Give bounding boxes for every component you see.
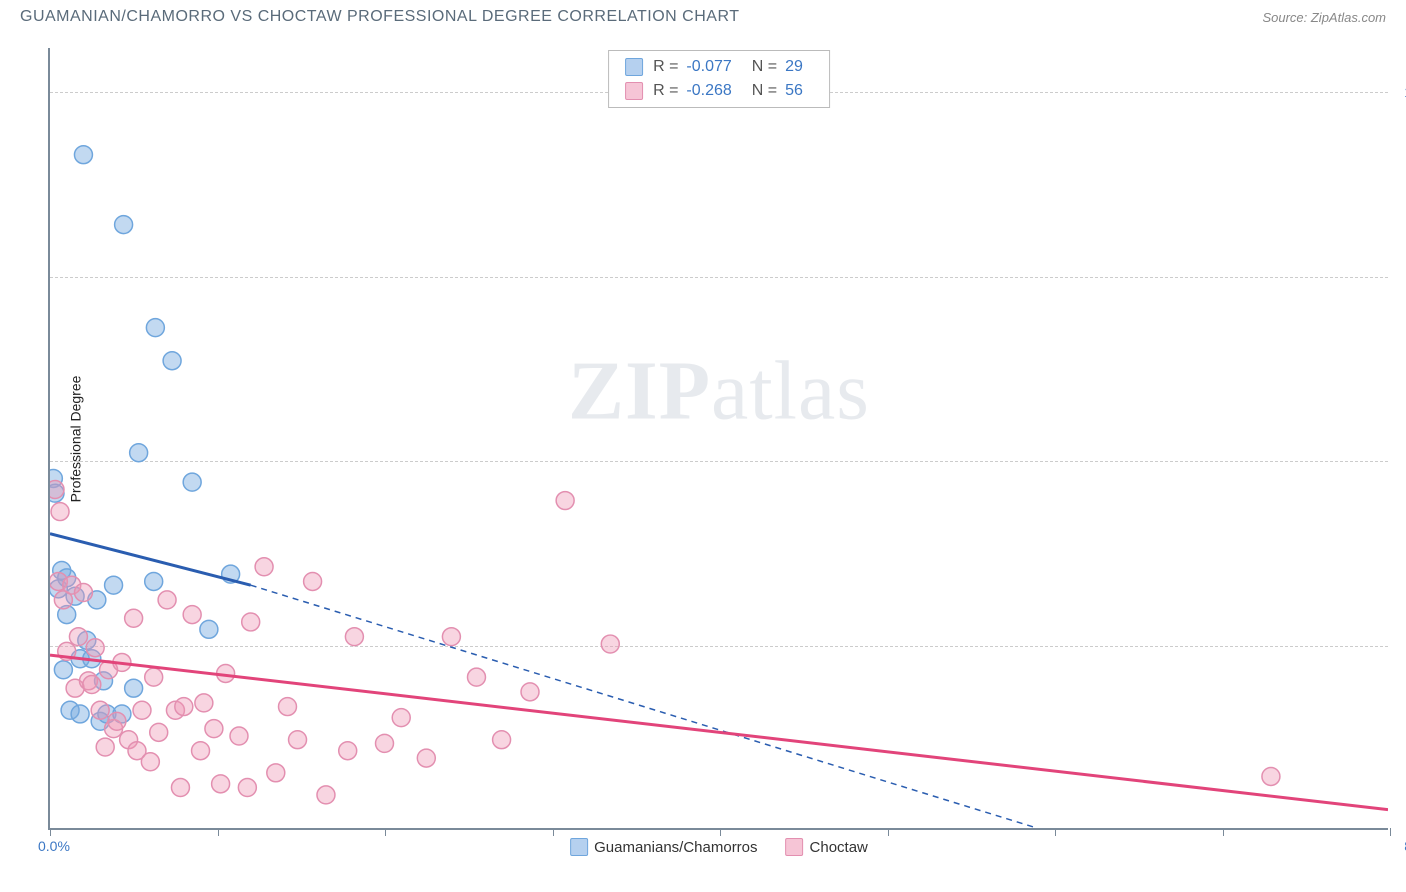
scatter-point: [392, 709, 410, 727]
scatter-point: [238, 779, 256, 797]
scatter-point: [339, 742, 357, 760]
x-tick: [1223, 828, 1224, 836]
scatter-point: [279, 698, 297, 716]
scatter-point: [205, 720, 223, 738]
x-tick: [720, 828, 721, 836]
scatter-point: [175, 698, 193, 716]
scatter-point: [242, 613, 260, 631]
scatter-point: [50, 481, 64, 499]
x-tick: [1055, 828, 1056, 836]
scatter-point: [83, 676, 101, 694]
x-tick: [385, 828, 386, 836]
scatter-point: [146, 319, 164, 337]
legend-label: Choctaw: [810, 839, 868, 856]
scatter-point: [1262, 768, 1280, 786]
y-tick-label: 2.5%: [1394, 638, 1406, 654]
scatter-point: [163, 352, 181, 370]
scatter-point: [125, 679, 143, 697]
scatter-point: [317, 786, 335, 804]
scatter-point: [468, 668, 486, 686]
x-tick: [50, 828, 51, 836]
scatter-point: [71, 705, 89, 723]
scatter-point: [86, 639, 104, 657]
stats-legend: R = -0.077 N = 29 R = -0.268 N = 56: [608, 50, 830, 108]
scatter-point: [91, 701, 109, 719]
x-tick: [553, 828, 554, 836]
x-tick: [218, 828, 219, 836]
scatter-point: [74, 584, 92, 602]
scatter-point: [212, 775, 230, 793]
y-tick-label: 7.5%: [1394, 269, 1406, 285]
scatter-point: [133, 701, 151, 719]
scatter-point: [442, 628, 460, 646]
scatter-point: [171, 779, 189, 797]
stats-n-value: 56: [785, 79, 803, 103]
scatter-point: [51, 503, 69, 521]
scatter-point: [376, 734, 394, 752]
scatter-point: [115, 216, 133, 234]
scatter-point: [556, 492, 574, 510]
scatter-point: [145, 573, 163, 591]
chart-title: GUAMANIAN/CHAMORRO VS CHOCTAW PROFESSION…: [20, 8, 740, 26]
chart-source: Source: ZipAtlas.com: [1262, 10, 1386, 25]
scatter-point: [493, 731, 511, 749]
stats-row: R = -0.077 N = 29: [625, 55, 813, 79]
legend-item: Guamanians/Chamorros: [570, 838, 757, 856]
legend-swatch: [625, 58, 643, 76]
scatter-point: [521, 683, 539, 701]
scatter-point: [601, 635, 619, 653]
stats-row: R = -0.268 N = 56: [625, 79, 813, 103]
y-tick-label: 5.0%: [1394, 453, 1406, 469]
scatter-point: [192, 742, 210, 760]
stats-r-label: R =: [653, 55, 678, 79]
scatter-point: [54, 661, 72, 679]
scatter-point: [267, 764, 285, 782]
legend-label: Guamanians/Chamorros: [594, 839, 757, 856]
legend-swatch: [786, 838, 804, 856]
scatter-point: [417, 749, 435, 767]
scatter-point: [183, 606, 201, 624]
stats-n-label: N =: [752, 55, 777, 79]
x-tick: [888, 828, 889, 836]
legend-item: Choctaw: [786, 838, 868, 856]
scatter-point: [150, 723, 168, 741]
scatter-point: [96, 738, 114, 756]
legend-swatch: [625, 82, 643, 100]
scatter-point: [105, 576, 123, 594]
scatter-point: [230, 727, 248, 745]
stats-n-label: N =: [752, 79, 777, 103]
scatter-point: [183, 473, 201, 491]
x-max-label: 80.0%: [1394, 838, 1406, 854]
scatter-point: [289, 731, 307, 749]
plot-container: Professional Degree ZIPatlas R = -0.077N…: [48, 48, 1388, 830]
scatter-point: [345, 628, 363, 646]
scatter-point: [69, 628, 87, 646]
bottom-legend: Guamanians/Chamorros Choctaw: [570, 838, 868, 856]
stats-r-value: -0.077: [686, 55, 731, 79]
scatter-point: [145, 668, 163, 686]
scatter-point: [108, 712, 126, 730]
x-tick: [1390, 828, 1391, 836]
scatter-point: [125, 609, 143, 627]
plot-area: ZIPatlas R = -0.077N = 29R = -0.268N = 5…: [48, 48, 1388, 830]
stats-n-value: 29: [785, 55, 803, 79]
x-origin-label: 0.0%: [38, 838, 70, 854]
trend-line-dashed: [251, 585, 1037, 828]
stats-r-value: -0.268: [686, 79, 731, 103]
y-tick-label: 10.0%: [1394, 84, 1406, 100]
scatter-svg: [50, 48, 1388, 828]
stats-r-label: R =: [653, 79, 678, 103]
scatter-point: [195, 694, 213, 712]
scatter-point: [141, 753, 159, 771]
legend-swatch: [570, 838, 588, 856]
scatter-point: [255, 558, 273, 576]
scatter-point: [200, 620, 218, 638]
scatter-point: [158, 591, 176, 609]
scatter-point: [304, 573, 322, 591]
scatter-point: [130, 444, 148, 462]
scatter-point: [74, 146, 92, 164]
